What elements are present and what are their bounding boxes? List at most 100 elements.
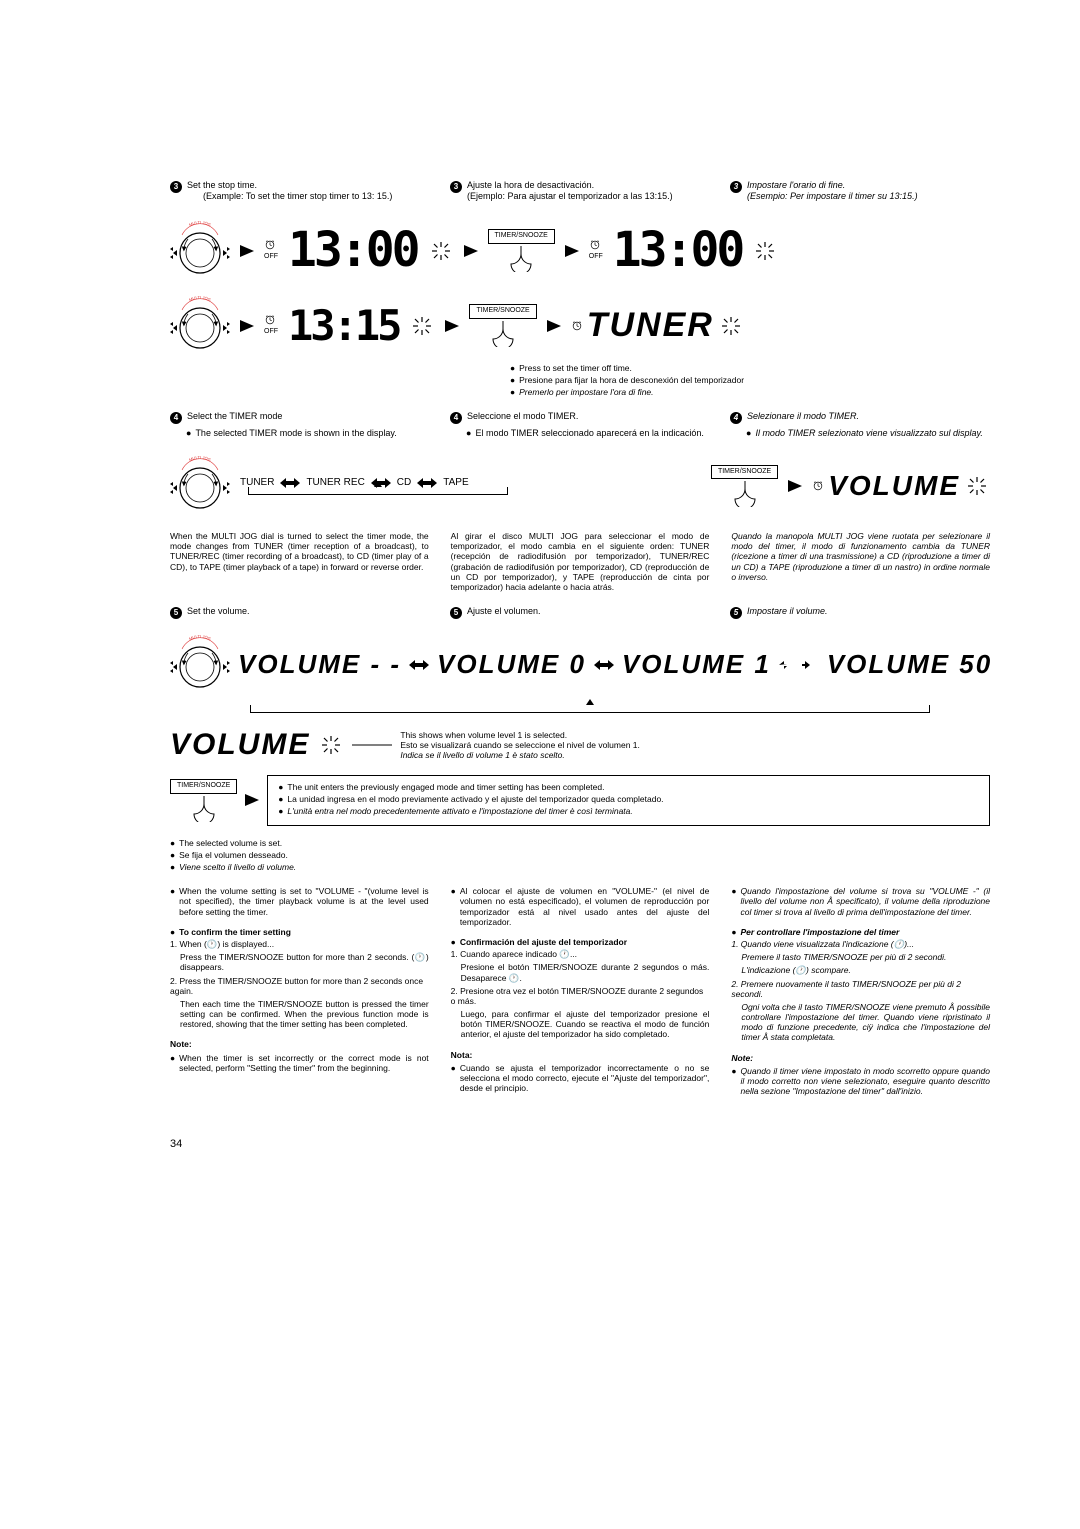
clock-icon	[571, 320, 583, 332]
off-label-block: OFF	[264, 314, 278, 336]
col-es-h1: Confirmación del ajuste del temporizador	[460, 937, 627, 947]
step4-expl-it: Quando la manopola MULTI JOG viene ruota…	[731, 531, 990, 592]
col-en-l1: 1. When (🕐) is displayed...	[170, 939, 429, 949]
col-it-h1: Per controllare l'impostazione del timer	[740, 927, 899, 937]
multi-jog-dial	[170, 635, 230, 695]
col-es-p1: Al colocar el ajuste de volumen en "VOLU…	[460, 886, 710, 927]
vol-level1-it: Indica se il livello di volume 1 è stato…	[400, 750, 640, 760]
arrow-icon	[565, 245, 579, 257]
col-es-note-h: Nota:	[451, 1050, 710, 1060]
col-it-l1c: L'indicazione (🕐) scompare.	[731, 965, 990, 975]
step5-it: Impostare il volume.	[747, 606, 828, 617]
step-5-num-es: 5	[450, 607, 462, 619]
display-volume: VOLUME	[828, 469, 960, 503]
press-set-en: ●Press to set the timer off time.	[510, 363, 990, 373]
vol-level1-es: Esto se visualizará cuando se seleccione…	[400, 740, 640, 750]
step-4-num-it: 4	[730, 412, 742, 424]
step3-en-title: Set the stop time.	[187, 180, 257, 190]
col-it-p1: Quando l'impostazione del volume si trov…	[740, 886, 990, 917]
display-vol-dash: VOLUME - -	[238, 649, 401, 680]
step3-it-title: Impostare l'orario di fine.	[747, 180, 845, 190]
col-it-l1: 1. Quando viene visualizzata l'indicazio…	[731, 939, 990, 949]
col-en-l2b: Then each time the TIMER/SNOOZE button i…	[170, 999, 429, 1030]
timer-snooze-button: TIMER/SNOOZE	[711, 465, 778, 507]
arrow-icon	[240, 245, 254, 257]
col-es-l2b: Luego, para confirmar el ajuste del temp…	[451, 1009, 710, 1040]
arrow-icon	[240, 320, 254, 332]
display-vol-0: VOLUME 0	[437, 649, 586, 680]
step4-es-body: El modo TIMER seleccionado aparecerá en …	[475, 428, 703, 439]
step-3-num: 3	[170, 181, 182, 193]
timer-snooze-button: TIMER/SNOOZE	[170, 779, 237, 821]
arrow-icon	[245, 794, 259, 806]
col-en-l1b: Press the TIMER/SNOOZE button for more t…	[170, 952, 429, 972]
blink-icon	[318, 732, 344, 758]
selected-vol-en: ●The selected volume is set.	[170, 838, 990, 848]
arrow-icon	[547, 320, 561, 332]
step3-es-title: Ajuste la hora de desactivación.	[467, 180, 594, 190]
col-en-p1: When the volume setting is set to "VOLUM…	[179, 886, 429, 917]
step-4-num-es: 4	[450, 412, 462, 424]
dashed-arrow-icon	[779, 660, 819, 670]
col-it-l2b: Ogni volta che il tasto TIMER/SNOOZE vie…	[731, 1002, 990, 1043]
display-volume-big: VOLUME	[170, 727, 310, 763]
step3-es-example: (Ejemplo: Para ajustar el temporizador a…	[467, 191, 673, 201]
step4-en-body: The selected TIMER mode is shown in the …	[195, 428, 396, 439]
page-number: 34	[170, 1138, 990, 1151]
step-5-num: 5	[170, 607, 182, 619]
step4-it-body: Il modo TIMER selezionato viene visualiz…	[755, 428, 982, 439]
multi-jog-dial	[170, 456, 230, 516]
step3-it-example: (Esempio: Per impostare il timer su 13:1…	[747, 191, 918, 201]
col-en-note-h: Note:	[170, 1039, 429, 1049]
blink-icon	[428, 238, 454, 264]
display-1300-b: 13:00	[613, 230, 743, 271]
step4-es-title: Seleccione el modo TIMER.	[467, 411, 578, 422]
col-es-l1b: Presione el botón TIMER/SNOOZE durante 2…	[451, 962, 710, 982]
col-it-note-h: Note:	[731, 1053, 990, 1063]
col-en-l2: 2. Press the TIMER/SNOOZE button for mor…	[170, 976, 429, 996]
blink-icon	[964, 473, 990, 499]
step-5-num-it: 5	[730, 607, 742, 619]
vol-level1-en: This shows when volume level 1 is select…	[400, 730, 640, 740]
display-vol-50: VOLUME 50	[827, 649, 992, 680]
display-1315: 13:15	[288, 308, 399, 344]
arrow-icon	[788, 480, 802, 492]
col-it-l2: 2. Premere nuovamente il tasto TIMER/SNO…	[731, 979, 990, 999]
step5-es: Ajuste el volumen.	[467, 606, 541, 617]
selected-vol-it: ●Viene scelto il livello di volume.	[170, 862, 990, 872]
unit-enters-box: ●The unit enters the previously engaged …	[267, 775, 990, 826]
col-es-l2: 2. Presione otra vez el botón TIMER/SNOO…	[451, 986, 710, 1006]
clock-icon	[812, 480, 824, 492]
off-label-block: OFF	[264, 239, 278, 261]
step4-expl-en: When the MULTI JOG dial is turned to sel…	[170, 531, 429, 592]
arrow-icon	[464, 245, 478, 257]
multi-jog-dial	[170, 296, 230, 356]
step5-en: Set the volume.	[187, 606, 250, 617]
blink-icon	[718, 313, 744, 339]
step4-en-title: Select the TIMER mode	[187, 411, 282, 422]
display-tuner: TUNER	[587, 305, 714, 346]
col-es-l1: 1. Cuando aparece indicado 🕐...	[451, 949, 710, 959]
multi-jog-dial	[170, 221, 230, 281]
col-en-h1: To confirm the timer setting	[179, 927, 291, 937]
timer-snooze-button: TIMER/SNOOZE	[469, 304, 536, 346]
display-1300: 13:00	[288, 230, 418, 271]
col-es-note: Cuando se ajusta el temporizador incorre…	[460, 1063, 710, 1094]
col-it-l1b: Premere il tasto TIMER/SNOOZE per più di…	[731, 952, 990, 962]
press-set-it: ●Premerlo per impostare l'ora di fine.	[510, 387, 990, 397]
step-4-num: 4	[170, 412, 182, 424]
step-3-num-es: 3	[450, 181, 462, 193]
col-it-note: Quando il timer viene impostato in modo …	[740, 1066, 990, 1097]
press-set-es: ●Presione para fijar la hora de desconex…	[510, 375, 990, 385]
step-3-num-it: 3	[730, 181, 742, 193]
step4-it-title: Selezionare il modo TIMER.	[747, 411, 859, 422]
leader-line	[352, 735, 392, 755]
step4-expl-es: Al girar el disco MULTI JOG para selecci…	[451, 531, 710, 592]
display-vol-1: VOLUME 1	[622, 649, 771, 680]
timer-snooze-button: TIMER/SNOOZE	[488, 229, 555, 271]
off-label-block: OFF	[589, 239, 603, 261]
step3-en-example: (Example: To set the timer stop timer to…	[187, 191, 392, 201]
col-en-note: When the timer is set incorrectly or the…	[179, 1053, 429, 1073]
arrow-icon	[445, 320, 459, 332]
selected-vol-es: ●Se fija el volumen desseado.	[170, 850, 990, 860]
